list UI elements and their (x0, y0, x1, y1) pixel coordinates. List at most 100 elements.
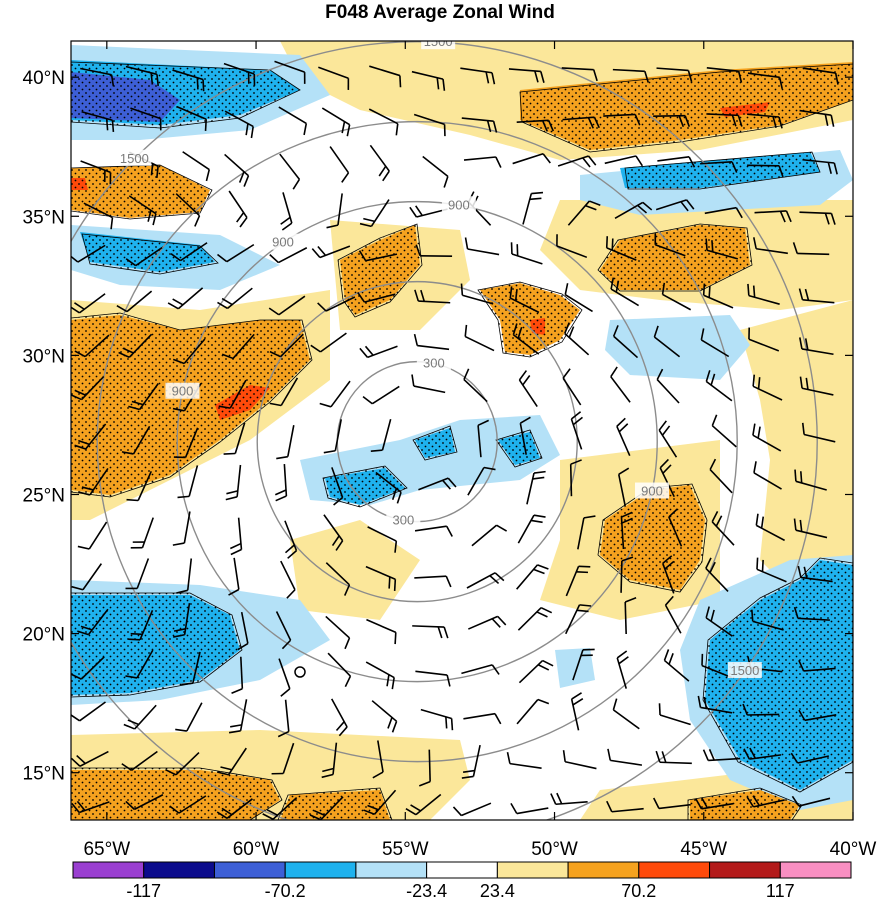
wind-barb (461, 117, 498, 133)
lat-label: 35°N (23, 207, 65, 228)
wind-barb (77, 608, 109, 636)
wind-barb (418, 477, 457, 491)
wind-barb (278, 658, 291, 697)
wind-barb (177, 465, 199, 499)
wind-barb (224, 110, 254, 139)
wind-barb (262, 797, 298, 820)
ring-label-bg (470, 827, 504, 843)
wind-barb (702, 749, 741, 762)
wind-barb (803, 67, 839, 85)
wind-barb (471, 524, 508, 547)
wind-barb (460, 67, 496, 85)
wind-barb (477, 419, 490, 458)
wind-barb (799, 376, 834, 396)
wind-barb (331, 467, 344, 506)
wind-barb (798, 659, 836, 672)
wind-barb (422, 155, 449, 188)
colorbar-swatch (638, 861, 711, 879)
wind-barb (460, 283, 494, 305)
lat-label: 20°N (23, 625, 65, 646)
wind-barb (658, 703, 691, 726)
wind-barb (323, 419, 343, 454)
wind-barb (279, 153, 301, 190)
wind-barb (415, 670, 451, 687)
wind-barb (705, 238, 739, 260)
wind-barb (704, 206, 743, 219)
wind-barb (705, 557, 729, 592)
wind-barb (461, 664, 500, 675)
longitude-axis: 65°W 60°W 55°W 50°W 45°W 40°W (83, 41, 876, 860)
wind-barb (74, 423, 107, 450)
wind-barb (173, 427, 199, 459)
wind-barb (464, 237, 500, 256)
lat-label: 30°N (23, 346, 65, 367)
wind-barb (616, 650, 629, 689)
wind-barb (77, 521, 108, 550)
wind-barb (325, 562, 351, 596)
wind-barb (577, 515, 596, 550)
wind-barb (276, 425, 295, 460)
ring-label: 300 (392, 512, 414, 527)
wind-barb (616, 417, 631, 456)
wind-barb (569, 459, 582, 497)
wind-barb (516, 119, 555, 132)
wind-barb (572, 648, 595, 681)
wind-barb (366, 618, 397, 645)
wind-barb (228, 190, 248, 228)
wind-barb (606, 800, 644, 813)
ring-label-bg (266, 233, 301, 250)
colorbar-swatch (567, 861, 640, 879)
wind-barb (562, 750, 597, 770)
wind-barb (83, 202, 114, 230)
wind-barb (753, 461, 782, 490)
wind-barb (363, 789, 397, 816)
wind-barb (217, 243, 255, 263)
wind-barb (797, 565, 833, 583)
colorbar-label: 70.2 (621, 881, 656, 900)
wind-barb (506, 751, 542, 769)
wind-barb (228, 557, 240, 596)
shade-lblue-s (555, 648, 595, 688)
wind-barb (223, 422, 246, 455)
wind-barb (318, 66, 350, 90)
wind-barb (321, 107, 351, 137)
colorbar-swatch (284, 861, 357, 879)
wind-barb (420, 708, 454, 731)
wind-barb (217, 287, 253, 310)
wind-barb (182, 151, 211, 182)
ring-label: 1500 (27, 297, 56, 312)
plot-frame (70, 40, 854, 821)
wind-barb (655, 199, 695, 212)
wind-barb (556, 234, 588, 259)
wind-barb (414, 575, 452, 588)
wind-barb (165, 751, 200, 776)
wind-barb (463, 712, 502, 725)
colorbar-label: 23.4 (480, 881, 515, 900)
wind-barb (512, 152, 551, 165)
wind-barb (557, 155, 597, 168)
wind-barb (655, 750, 692, 765)
wind-barb (172, 511, 191, 546)
wind-barb (661, 282, 692, 311)
wind-barb (791, 795, 831, 807)
wind-barb (624, 596, 637, 635)
wind-barb (130, 107, 162, 131)
wind-barb (562, 368, 582, 406)
wind-barb (413, 333, 450, 351)
wind-barb (231, 656, 244, 694)
range-ring-900km (176, 200, 658, 683)
wind-barb (311, 245, 351, 259)
ring-label-bg (165, 382, 200, 399)
colorbar-label: -117 (126, 881, 161, 900)
wind-barb (71, 563, 103, 591)
wind-barb (359, 199, 390, 228)
colorbar-swatch (709, 861, 781, 879)
wind-barb (415, 244, 453, 257)
wind-barb (561, 67, 598, 82)
wind-barb (128, 383, 159, 411)
ring-label-bg (634, 482, 669, 499)
ring-label-bg (727, 662, 762, 679)
shade-lblue-e (605, 315, 750, 380)
colorbar-label: -70.2 (265, 881, 306, 900)
wind-barb (128, 610, 154, 641)
